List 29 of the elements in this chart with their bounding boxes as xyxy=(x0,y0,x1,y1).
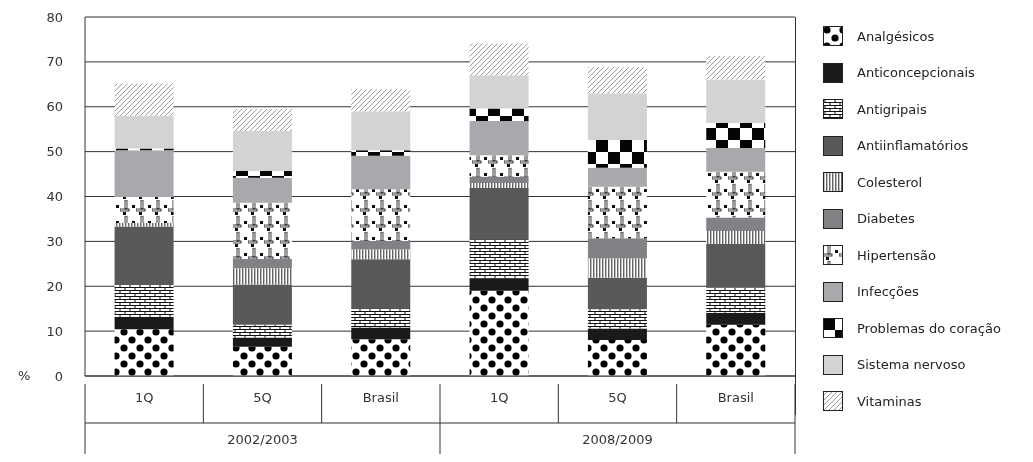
y-tick-label: 30 xyxy=(46,233,63,249)
y-tick-label: 20 xyxy=(46,278,63,294)
y-tick-label: 10 xyxy=(46,323,63,339)
y-tick-label: 0 xyxy=(54,368,63,384)
legend-label: Antiinflamatórios xyxy=(857,138,969,154)
y-axis-title: % xyxy=(18,368,31,383)
x-tick-label: 1Q xyxy=(489,390,509,405)
legend-label: Diabetes xyxy=(857,211,915,227)
y-tick-label: 80 xyxy=(46,9,63,25)
x-tick-label: 5Q xyxy=(608,390,627,405)
text: 2002/2003 xyxy=(227,432,298,447)
legend-label: Antigripais xyxy=(857,101,927,117)
x-tick-label: 1Q xyxy=(134,390,154,405)
y-tick-label: 40 xyxy=(46,189,63,205)
legend-label: Hipertensão xyxy=(857,247,937,263)
y-tick-label: 60 xyxy=(46,99,63,115)
x-tick-label: 5Q xyxy=(253,390,272,405)
legend-label: Infecções xyxy=(857,284,919,300)
legend-label: Vitaminas xyxy=(857,393,922,409)
y-tick-label: 50 xyxy=(46,144,63,160)
y-tick-label: 70 xyxy=(46,54,63,70)
legend-label: Colesterol xyxy=(857,174,923,190)
text: 2008/2009 xyxy=(582,432,653,447)
legend-label: Sistema nervoso xyxy=(857,357,966,373)
legend-label: Analgésicos xyxy=(857,28,935,44)
x-tick-label: Brasil xyxy=(362,390,399,405)
x-tick-label: Brasil xyxy=(717,390,754,405)
legend-label: Problemas do coração xyxy=(857,320,1001,336)
legend-label: Anticoncepcionais xyxy=(857,65,975,81)
